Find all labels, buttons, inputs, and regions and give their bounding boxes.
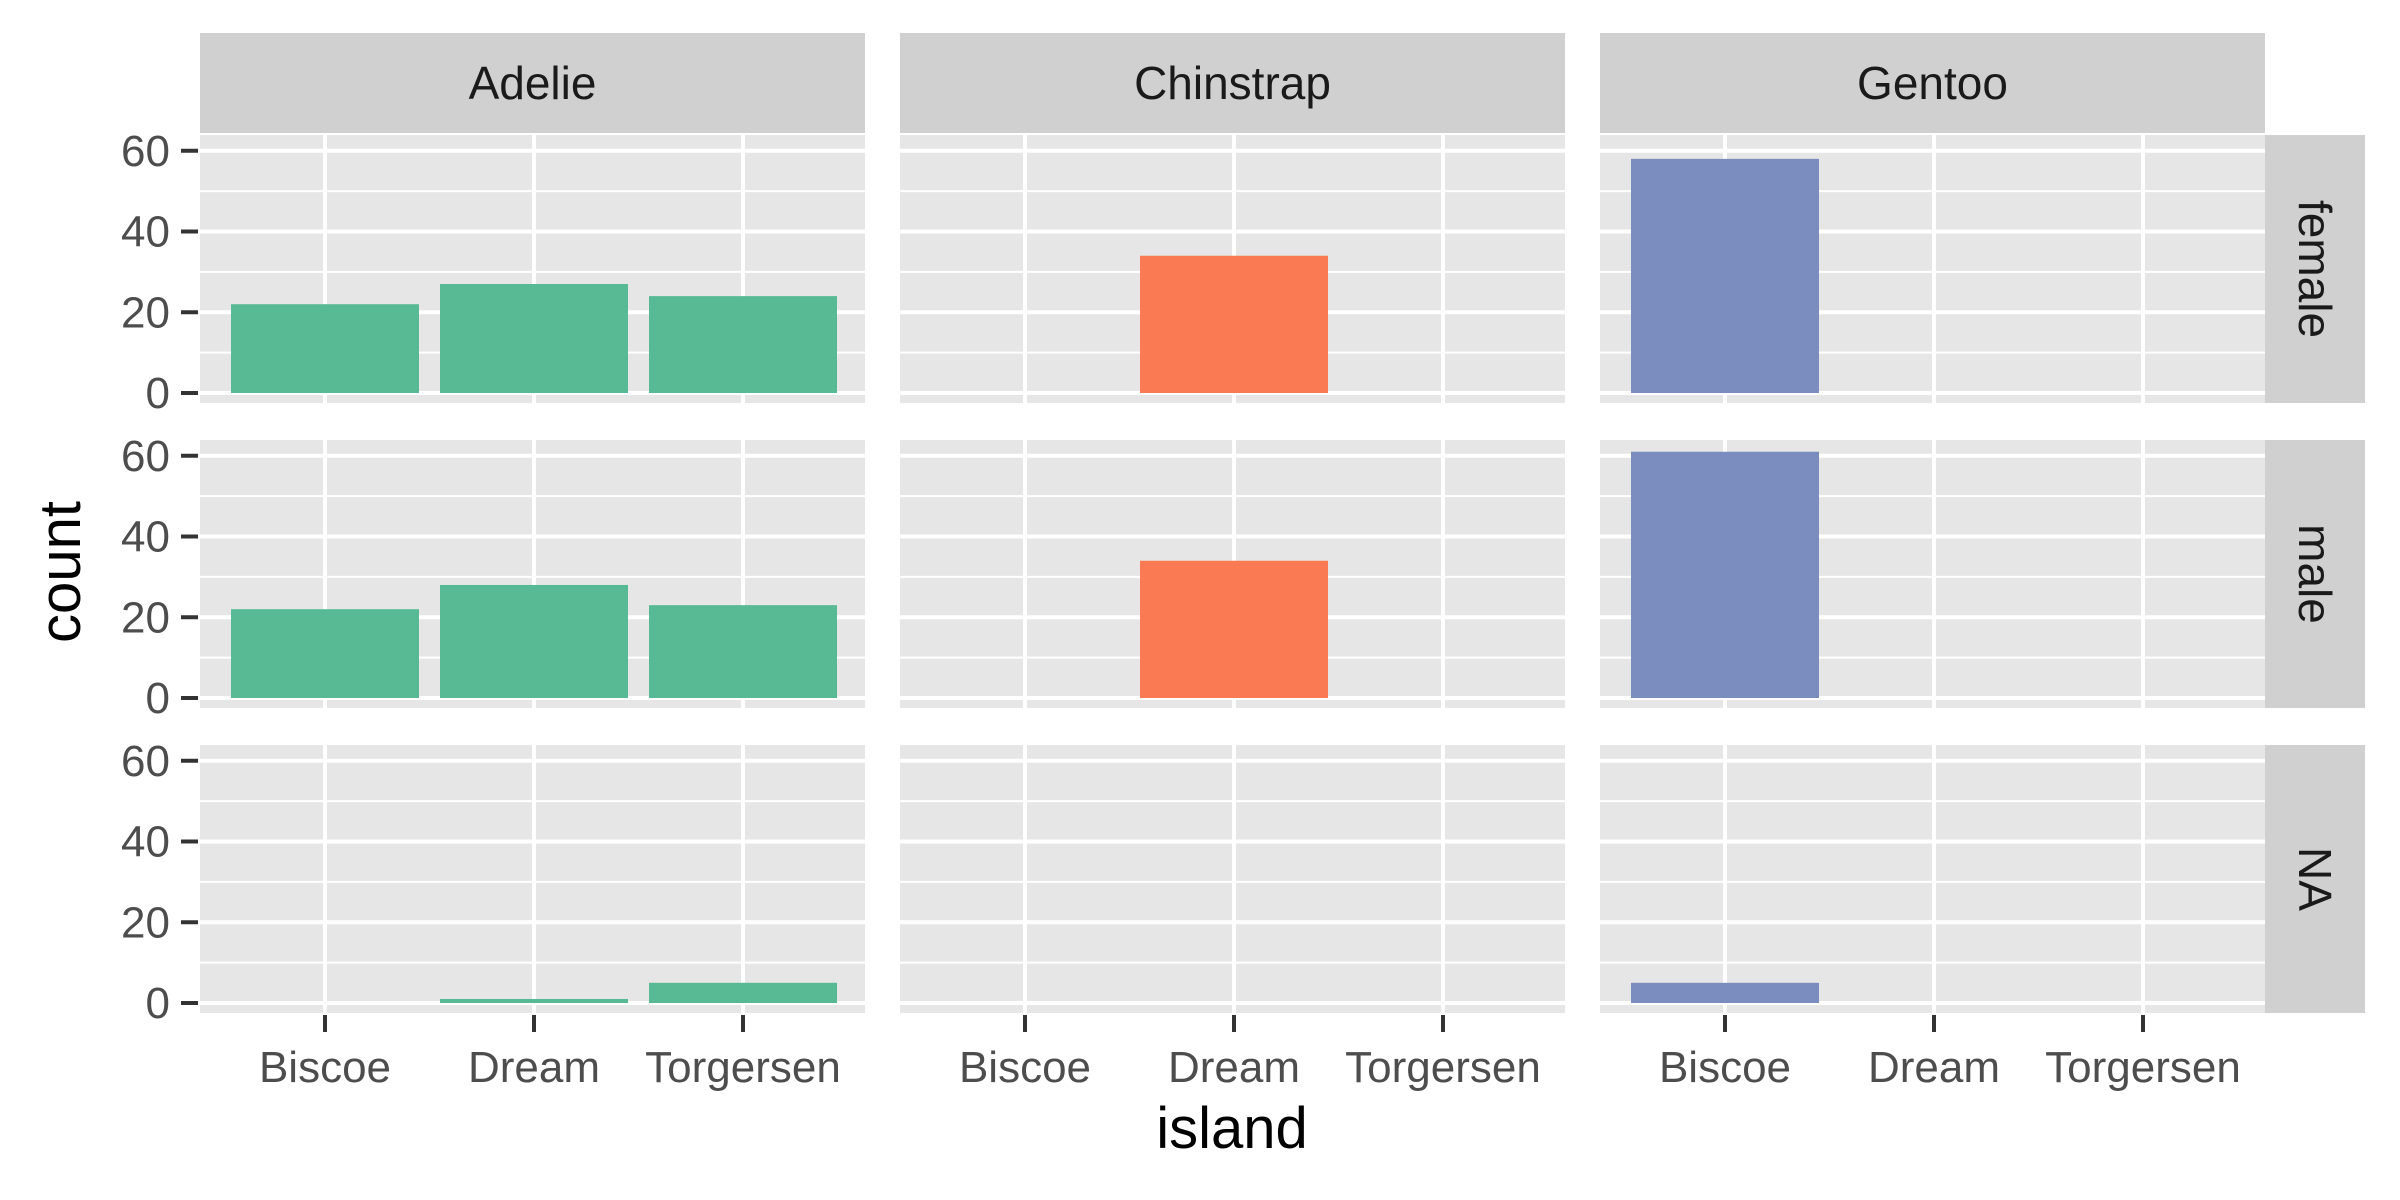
y-tick-label: 20 bbox=[121, 288, 170, 337]
y-tick-label: 60 bbox=[121, 432, 170, 481]
strip-row-na bbox=[2265, 745, 2365, 1013]
bar-gentoo-female-biscoe bbox=[1631, 158, 1819, 393]
y-tick-label: 40 bbox=[121, 818, 170, 867]
bar-gentoo-male-biscoe bbox=[1631, 451, 1819, 698]
x-tick-label-dream: Dream bbox=[1868, 1043, 2000, 1092]
bar-adelie-female-biscoe bbox=[231, 304, 419, 393]
x-tick-label-torgersen: Torgersen bbox=[645, 1043, 841, 1092]
strip-label-male: male bbox=[2289, 524, 2341, 624]
strip-col-adelie bbox=[200, 33, 865, 133]
bar-adelie-male-biscoe bbox=[231, 609, 419, 698]
bar-adelie-female-torgersen bbox=[649, 296, 837, 393]
bar-adelie-male-torgersen bbox=[649, 605, 837, 698]
x-tick-label-torgersen: Torgersen bbox=[2045, 1043, 2241, 1092]
bar-adelie-female-dream bbox=[440, 284, 628, 393]
bar-chinstrap-female-dream bbox=[1140, 255, 1328, 393]
strip-col-gentoo bbox=[1600, 33, 2265, 133]
x-tick-label-dream: Dream bbox=[468, 1043, 600, 1092]
y-tick-label: 60 bbox=[121, 127, 170, 176]
y-tick-label: 0 bbox=[146, 979, 170, 1028]
bar-adelie-na-torgersen bbox=[649, 982, 837, 1003]
y-tick-label: 20 bbox=[121, 593, 170, 642]
x-tick-label-biscoe: Biscoe bbox=[959, 1043, 1091, 1092]
y-tick-label: 40 bbox=[121, 513, 170, 562]
strip-label-female: female bbox=[2289, 200, 2341, 338]
bar-chinstrap-male-dream bbox=[1140, 560, 1328, 698]
x-tick-label-biscoe: Biscoe bbox=[1659, 1043, 1791, 1092]
axis-layer: 0 20 40 60 0 20 40 60 0 20 40 60 Biscoe Dream Torgerse… bbox=[121, 127, 2241, 1092]
y-tick-label: 0 bbox=[146, 369, 170, 418]
strip-label-chinstrap: Chinstrap bbox=[1134, 57, 1331, 109]
bar-gentoo-na-biscoe bbox=[1631, 982, 1819, 1003]
x-tick-label-torgersen: Torgersen bbox=[1345, 1043, 1541, 1092]
strip-row-male bbox=[2265, 440, 2365, 708]
strip-col-chinstrap bbox=[900, 33, 1565, 133]
strip-label-na: NA bbox=[2289, 847, 2341, 911]
y-tick-label: 20 bbox=[121, 898, 170, 947]
strip-label-adelie: Adelie bbox=[469, 57, 597, 109]
x-tick-label-biscoe: Biscoe bbox=[259, 1043, 391, 1092]
bar-adelie-male-dream bbox=[440, 584, 628, 698]
strip-layer: Adelie Chinstrap Gentoo female male NA bbox=[200, 33, 2365, 1013]
y-tick-label: 60 bbox=[121, 737, 170, 786]
y-tick-label: 0 bbox=[146, 674, 170, 723]
strip-label-gentoo: Gentoo bbox=[1857, 57, 2008, 109]
y-axis-title: count bbox=[28, 501, 93, 643]
strip-row-female bbox=[2265, 135, 2365, 403]
x-tick-label-dream: Dream bbox=[1168, 1043, 1300, 1092]
x-axis-title: island bbox=[1156, 1096, 1308, 1161]
bar-layer bbox=[231, 158, 1819, 1003]
bar-adelie-na-dream bbox=[440, 998, 628, 1003]
y-tick-label: 40 bbox=[121, 208, 170, 257]
